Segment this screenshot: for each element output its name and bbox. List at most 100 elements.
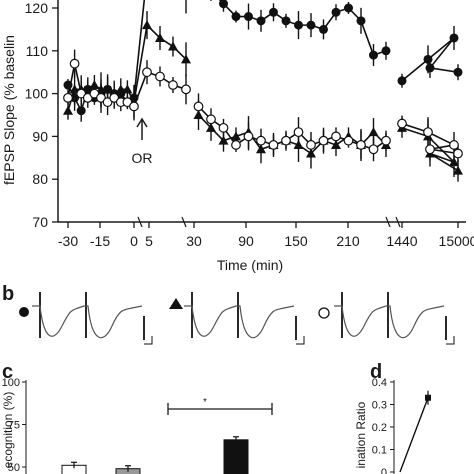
point-open-circle [256, 135, 266, 146]
point-filled-triangle [218, 135, 229, 145]
axis-break-mark [137, 216, 143, 228]
x-tick-label-a: 210 [336, 233, 360, 249]
point-filled-triangle [102, 84, 113, 94]
point-open-circle [306, 140, 316, 150]
y-tick-label-c: 75 [8, 420, 20, 432]
scale-bar [144, 336, 153, 345]
y-axis-label-d: ination Ratio [354, 401, 368, 468]
panel-d-scatter: d 0 0.1 0.2 0.3 0.4 ination Ratio [354, 361, 431, 474]
point-open-circle [423, 127, 433, 138]
point-open-circle [318, 135, 329, 146]
panel-c-bar-chart: c 50 75 100 ecognition (%) * [1, 361, 273, 474]
fepsp-traces [32, 292, 455, 345]
point-filled-circle [256, 16, 266, 26]
point-open-circle [129, 101, 139, 112]
series-line-filled-circle [218, 0, 387, 57]
scale-bar [296, 336, 305, 345]
series-line-filled-triangle [197, 114, 387, 155]
point-filled-triangle [155, 32, 165, 42]
y-tick-label-d: 0.1 [372, 445, 387, 457]
point-filled-triangle [168, 41, 178, 51]
x-ticks-a: -30 -15 0 5 30 90 150 210 1440 15000 [58, 216, 474, 249]
fepsp-waveform [184, 305, 295, 339]
point-filled-triangle [231, 131, 241, 141]
point-open-circle [181, 84, 191, 95]
y-tick-label-d: 0.3 [372, 400, 387, 412]
point-filled-circle [381, 46, 391, 56]
y-ticks-a: 70 80 90 100 110 120 [25, 0, 58, 230]
y-axis-label-c: ecognition (%) [1, 392, 15, 469]
trace-marker-filled-circle [19, 307, 29, 317]
x-tick-label-a: 90 [238, 233, 254, 249]
point-filled-circle [356, 16, 366, 26]
x-tick-label-a: 150 [284, 233, 308, 249]
y-tick-label-a: 80 [32, 171, 48, 187]
y-tick-label-d: 0.2 [372, 422, 387, 434]
series-line-open-circle [146, 71, 187, 91]
panel-b-traces: b [2, 283, 455, 345]
point-open-circle [231, 140, 241, 150]
point-filled-circle [244, 12, 253, 22]
point-open-circle [69, 58, 80, 69]
panel-label-c: c [2, 361, 13, 383]
significance-star: * [203, 397, 207, 408]
point-filled-triangle [368, 127, 379, 137]
x-tick-label-a: -15 [90, 233, 110, 249]
x-axis-label-a: Time (min) [217, 257, 283, 273]
x-tick-label-a: 15000 [439, 233, 474, 249]
y-axis-label-a: fEPSP Slope (% baselin [1, 35, 17, 185]
point-filled-circle [423, 54, 433, 64]
x-tick-label-a: 5 [145, 233, 153, 249]
line-d [399, 397, 429, 473]
point-open-circle [281, 135, 291, 146]
point-open-circle [453, 148, 463, 159]
trace-marker-filled-triangle [169, 298, 183, 309]
point-filled-triangle [449, 157, 459, 167]
axis-break-mark [385, 216, 391, 228]
point-open-circle [206, 114, 216, 125]
point-filled-triangle [89, 80, 100, 90]
point-open-circle [397, 118, 407, 129]
panel-label-b: b [2, 283, 14, 305]
point-open-circle [168, 80, 178, 90]
point-filled-circle [281, 16, 291, 26]
scale-bar [446, 336, 455, 345]
bars-c [61, 436, 249, 474]
point-filled-triangle [122, 84, 133, 94]
point-filled-circle [449, 33, 459, 43]
point-open-circle [193, 101, 204, 112]
series-line-open-circle [197, 105, 387, 151]
trace-marker-open-circle [318, 307, 330, 319]
axis-break-mark [181, 216, 187, 228]
point-filled-circle [453, 67, 463, 77]
point-open-circle [142, 67, 152, 78]
point-filled-circle [219, 0, 228, 9]
x-tick-label-a: -30 [58, 233, 78, 249]
point-filled-circle [306, 20, 316, 30]
point-open-circle [243, 131, 254, 142]
point-filled-circle [344, 3, 353, 13]
points-d [399, 390, 431, 473]
point-filled-triangle [181, 54, 191, 64]
point-open-circle [356, 140, 366, 150]
significance-bracket: * [167, 397, 273, 415]
point-open-circle [155, 71, 165, 82]
y-tick-label-a: 90 [32, 128, 48, 144]
y-tick-label-a: 110 [26, 43, 49, 59]
point-filled-circle [425, 63, 435, 73]
point-open-circle [293, 127, 304, 138]
point-filled-circle [319, 24, 328, 34]
y-tick-label-d: 0.4 [372, 377, 387, 389]
point-filled-circle [76, 106, 86, 116]
y-tick-label-d: 0 [381, 467, 387, 474]
y-tick-label-a: 70 [32, 214, 48, 230]
point-open-circle [449, 140, 459, 150]
y-ticks-d: 0 0.1 0.2 0.3 0.4 [372, 377, 394, 474]
point-open-circle [368, 144, 379, 155]
point-d [425, 394, 431, 401]
y-tick-label-a: 100 [25, 86, 49, 102]
x-tick-label-a: 1440 [386, 233, 417, 249]
fepsp-waveform [334, 305, 445, 339]
y-tick-label-c: 100 [2, 377, 20, 389]
point-filled-triangle [115, 84, 126, 94]
